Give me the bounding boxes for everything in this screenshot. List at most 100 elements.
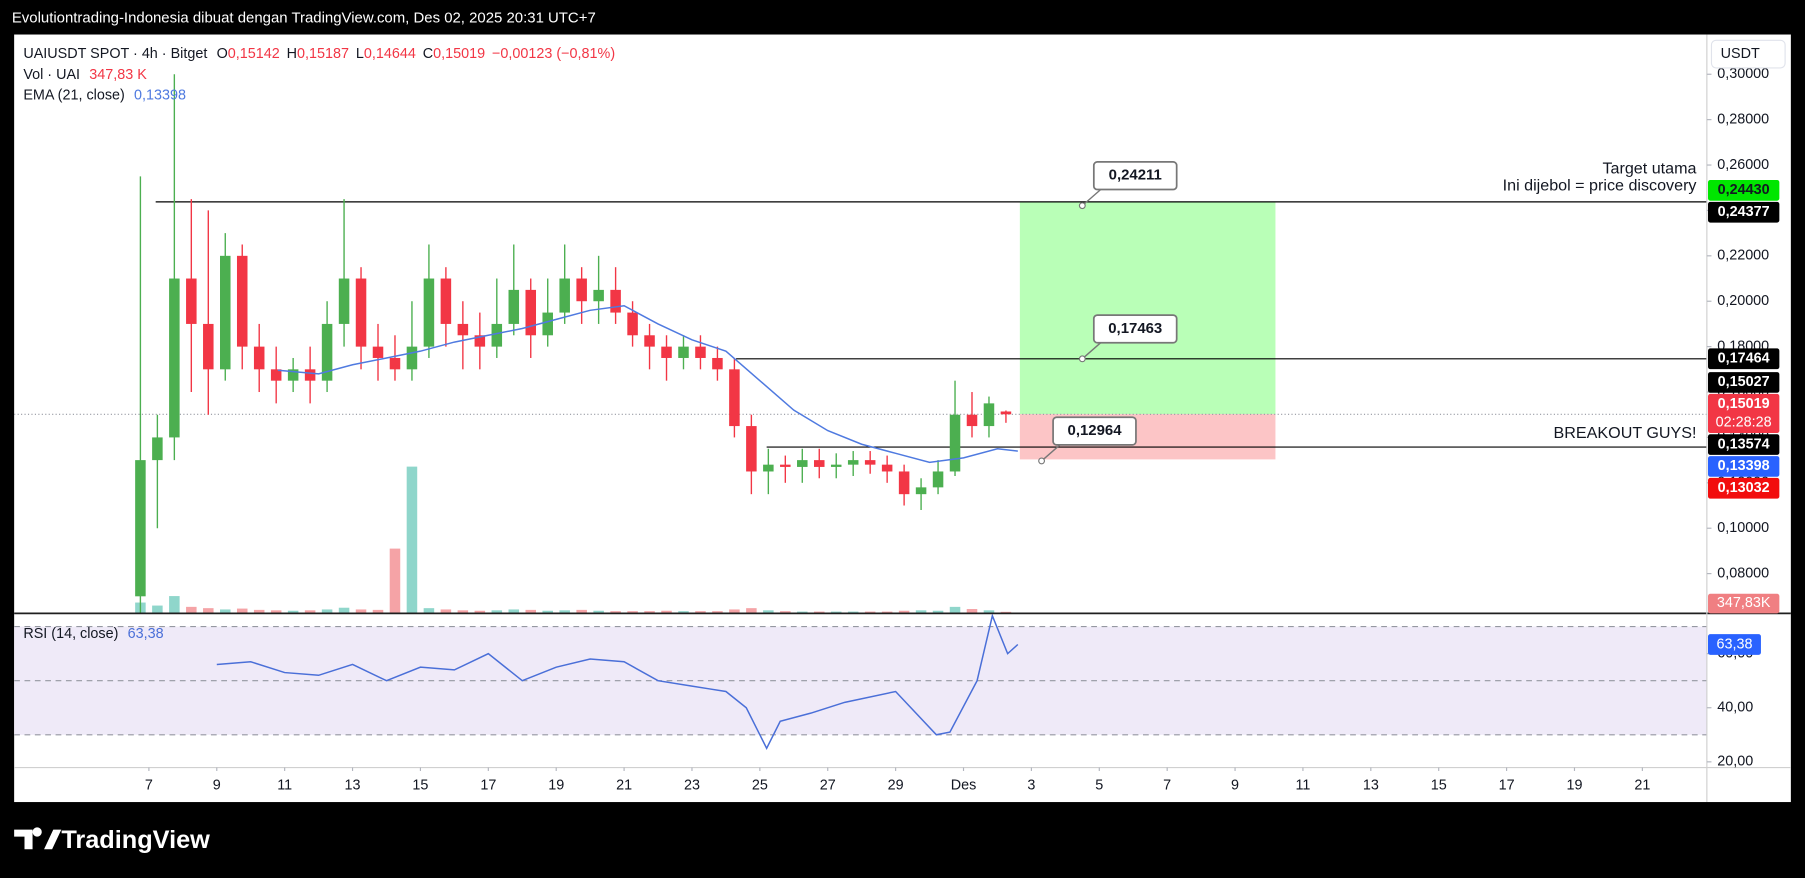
callout-pointer	[1081, 342, 1102, 360]
volume-bar	[236, 608, 248, 614]
candle-body	[338, 278, 350, 324]
price-axis: 20,0040,0060,000,080000,100000,120000,14…	[1706, 66, 1780, 770]
callout-box	[1092, 314, 1178, 344]
ema-legend: EMA (21, close)	[23, 87, 124, 103]
ema-value: 0,13398	[134, 87, 186, 103]
logo-icon	[14, 827, 62, 850]
price-label: 0,15019	[1718, 396, 1770, 412]
price-label-box	[1708, 434, 1780, 455]
currency-button[interactable]	[1710, 39, 1786, 69]
candle-body	[525, 289, 537, 336]
candle-body	[423, 278, 435, 347]
candle-body	[542, 312, 553, 336]
candle-body	[864, 460, 876, 465]
price-label: 0,13032	[1718, 480, 1770, 496]
candle-body	[508, 289, 520, 324]
candle-body	[253, 346, 265, 370]
legend-line: UAIUSDT SPOT · 4h · Bitget O0,15142 H0,151…	[23, 46, 615, 62]
y-tick-label: 0,20000	[1717, 293, 1769, 309]
ohlc-key: H	[287, 46, 297, 62]
price-label-box	[1708, 393, 1780, 434]
volume-bar	[287, 610, 299, 614]
x-tick-label: 15	[412, 778, 428, 794]
volume-bar	[423, 608, 435, 614]
candle-body	[169, 278, 180, 438]
candle-body	[932, 471, 944, 488]
callout-pointer	[1081, 189, 1102, 207]
price-label: 0,17464	[1718, 351, 1770, 367]
candle-body	[983, 403, 995, 427]
volume-bar	[321, 609, 333, 614]
annotation: BREAKOUT GUYS!	[1554, 424, 1697, 442]
volume-bar	[627, 611, 638, 614]
volume-bar	[559, 610, 570, 614]
volume-label: 347,83K	[1717, 595, 1771, 611]
logo-text: TradingView	[61, 826, 210, 854]
x-tick-label: Des	[951, 778, 977, 794]
volume-bar	[203, 608, 214, 614]
profit-zone	[1019, 201, 1276, 415]
volume-bar	[678, 611, 689, 614]
x-tick-label: 29	[888, 778, 904, 794]
volume-bar	[644, 611, 655, 614]
ohlc-key: L	[356, 46, 364, 62]
candle-body	[593, 289, 604, 302]
candle-body	[966, 414, 978, 427]
volume-bar	[729, 609, 740, 614]
rsi-pane	[14, 613, 1707, 750]
ohlc-value: 0,14644	[364, 46, 416, 62]
candle-body	[729, 369, 740, 427]
volume-legend: Vol · UAI	[23, 67, 80, 83]
y-tick-label: 0,10000	[1717, 520, 1769, 536]
x-tick-label: 5	[1095, 778, 1103, 794]
annotation: Ini dijebol = price discovery	[1503, 177, 1698, 195]
candle-body	[440, 278, 452, 324]
y-tick-label: 0,28000	[1717, 111, 1769, 127]
x-tick-label: 21	[1634, 778, 1650, 794]
volume-bar	[542, 610, 553, 614]
x-tick-label: 11	[1295, 778, 1310, 794]
currency-label: USDT	[1721, 46, 1760, 62]
price-label-box	[1708, 477, 1780, 499]
x-tick-label: 25	[752, 778, 768, 794]
x-tick-label: 23	[684, 778, 700, 794]
candle-body	[1000, 411, 1012, 415]
volume-bar	[763, 610, 774, 614]
volume-bar	[457, 610, 469, 614]
ohlc-key: C	[423, 46, 433, 62]
volume-bar	[474, 610, 486, 614]
volume-bar	[932, 610, 944, 614]
candle-body	[830, 464, 842, 467]
x-tick-label: 11	[277, 778, 292, 794]
candle-body	[695, 346, 706, 358]
volume-label-box	[1708, 593, 1780, 614]
volume-bar	[355, 609, 367, 614]
candle-body	[813, 460, 825, 467]
volume-bar	[780, 611, 791, 614]
tradingview-logo: TradingView	[14, 826, 210, 854]
change: −0,00123 (−0,81%)	[492, 46, 615, 62]
x-tick-label: 19	[548, 778, 564, 794]
candle-body	[152, 437, 163, 461]
candle-body	[661, 346, 672, 358]
rsi-value: 63,38	[128, 626, 164, 642]
callout-box	[1052, 416, 1137, 446]
candle-body	[203, 323, 214, 370]
x-tick-label: 17	[480, 778, 496, 794]
x-tick-label: 9	[1231, 778, 1239, 794]
callout-point	[1038, 457, 1046, 465]
ohlc-value: 0,15019	[433, 46, 485, 62]
candle-body	[457, 323, 469, 336]
legend-line: EMA (21, close) 0,13398	[23, 87, 186, 103]
candle-body	[135, 460, 146, 597]
header-text: Evolutiontrading-Indonesia dibuat dengan…	[12, 9, 596, 26]
callout-point	[1078, 355, 1086, 363]
ohlc-value: 0,15187	[297, 46, 349, 62]
volume-bar	[949, 606, 961, 614]
volume-bar	[898, 610, 910, 614]
rsi-label-box	[1708, 634, 1761, 655]
callout-box	[1092, 161, 1178, 191]
rsi-legend: RSI (14, close)	[23, 626, 118, 642]
volume-bar	[304, 610, 316, 614]
